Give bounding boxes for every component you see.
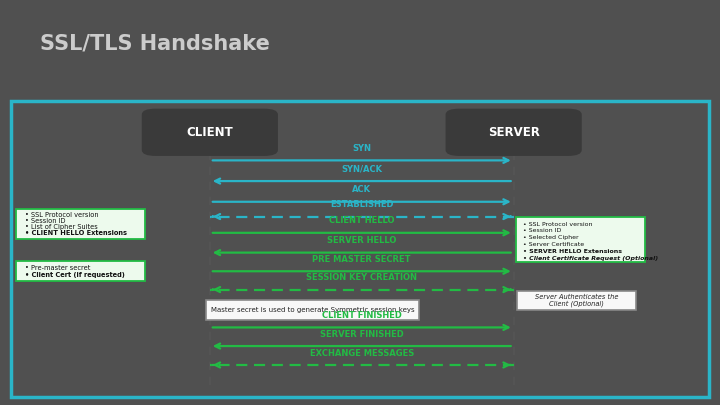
Text: EXCHANGE MESSAGES: EXCHANGE MESSAGES (310, 349, 414, 358)
Text: CLIENT: CLIENT (186, 126, 233, 139)
Text: CLIENT FINISHED: CLIENT FINISHED (322, 311, 402, 320)
Text: SERVER: SERVER (487, 126, 539, 139)
FancyBboxPatch shape (446, 109, 582, 156)
Text: ESTABLISHED: ESTABLISHED (330, 200, 394, 209)
FancyBboxPatch shape (16, 209, 145, 239)
Text: Server Authenticates the
Client (Optional): Server Authenticates the Client (Optiona… (535, 294, 618, 307)
FancyBboxPatch shape (517, 291, 636, 310)
Text: SSL/TLS Handshake: SSL/TLS Handshake (40, 34, 269, 53)
Text: • Client Certificate Request (Optional): • Client Certificate Request (Optional) (523, 256, 659, 261)
Text: • SERVER HELLO Extensions: • SERVER HELLO Extensions (523, 249, 622, 254)
Text: PRE MASTER SECRET: PRE MASTER SECRET (312, 255, 411, 264)
Text: • SSL Protocol version: • SSL Protocol version (24, 212, 99, 218)
FancyBboxPatch shape (516, 217, 645, 262)
Text: • Selected Cipher: • Selected Cipher (523, 235, 579, 240)
Text: • Pre-master secret: • Pre-master secret (24, 265, 90, 271)
Text: • Session ID: • Session ID (24, 218, 66, 224)
Text: CLIENT HELLO: CLIENT HELLO (329, 216, 395, 226)
Text: ACK: ACK (352, 185, 372, 194)
Text: • Session ID: • Session ID (523, 228, 562, 233)
FancyBboxPatch shape (16, 262, 145, 281)
FancyBboxPatch shape (207, 300, 419, 320)
Text: Master secret is used to generate Symmetric session keys: Master secret is used to generate Symmet… (211, 307, 415, 313)
Text: • List of Cipher Suites: • List of Cipher Suites (24, 224, 97, 230)
Text: • Server Certificate: • Server Certificate (523, 242, 585, 247)
Text: SERVER HELLO: SERVER HELLO (327, 236, 397, 245)
FancyBboxPatch shape (142, 109, 278, 156)
Text: • CLIENT HELLO Extensions: • CLIENT HELLO Extensions (24, 230, 127, 236)
Text: SYN/ACK: SYN/ACK (341, 165, 382, 174)
Text: SERVER FINISHED: SERVER FINISHED (320, 330, 404, 339)
Text: SYN: SYN (352, 144, 372, 153)
Text: • Client Cert (if requested): • Client Cert (if requested) (24, 272, 125, 278)
Text: • SSL Protocol version: • SSL Protocol version (523, 222, 593, 227)
Text: SESSION KEY CREATION: SESSION KEY CREATION (306, 273, 418, 282)
